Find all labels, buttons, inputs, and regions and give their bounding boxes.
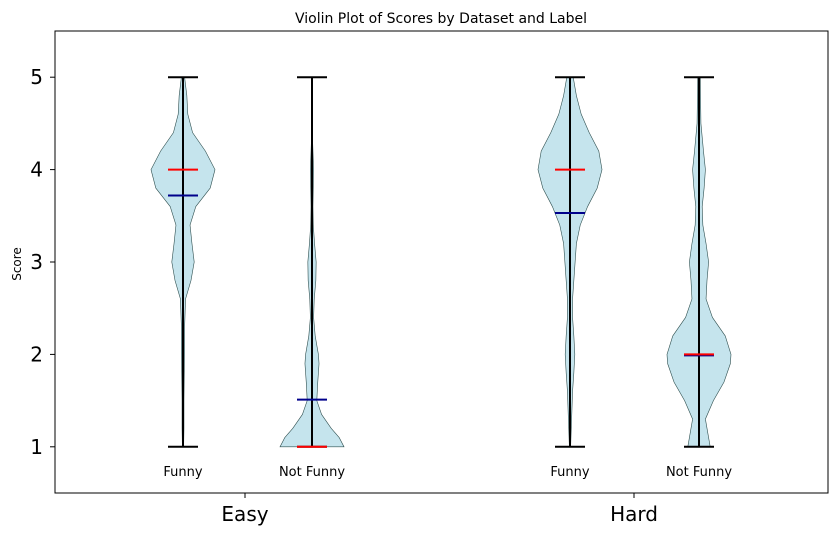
- violin-label: Not Funny: [666, 465, 732, 480]
- y-tick-label: 5: [30, 65, 43, 89]
- chart-title: Violin Plot of Scores by Dataset and Lab…: [295, 11, 587, 27]
- x-labels-layer: Funny Not Funny Funny Not Funny Easy Hard: [163, 465, 732, 526]
- violins-layer: [150, 76, 732, 448]
- y-ticks-layer: 1 2 3 4 5: [30, 65, 55, 459]
- plot-frame: [54, 30, 829, 494]
- violin-label: Not Funny: [279, 465, 345, 480]
- y-axis-label: Score: [10, 247, 24, 281]
- y-tick-label: 4: [30, 158, 43, 182]
- stats-layer: [168, 76, 714, 448]
- violin-label: Funny: [550, 465, 589, 480]
- y-tick-label: 1: [30, 435, 43, 459]
- y-tick-label: 3: [30, 250, 43, 274]
- group-label: Hard: [610, 502, 658, 526]
- group-label: Easy: [221, 502, 268, 526]
- y-tick-label: 2: [30, 342, 43, 366]
- violin-label: Funny: [163, 465, 202, 480]
